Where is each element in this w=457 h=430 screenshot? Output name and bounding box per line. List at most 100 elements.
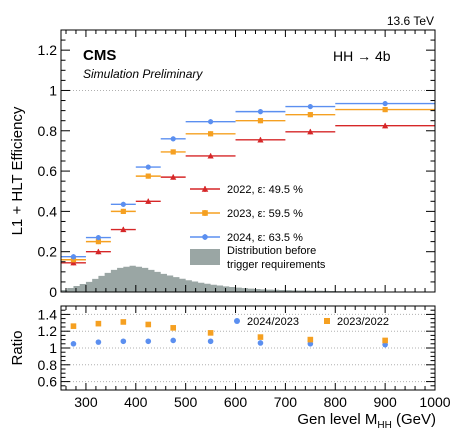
data-point xyxy=(70,254,77,260)
data-point xyxy=(257,109,264,115)
data-point xyxy=(170,149,176,155)
ratio-gridlines xyxy=(61,313,435,383)
y-tick-label: 0.6 xyxy=(38,163,58,179)
y-tick-label: 0.8 xyxy=(38,123,58,139)
legend: 2022, ε: 49.5 % 2023, ε: 59.5 % 2024, ε: 6… xyxy=(190,184,326,271)
y-tick-label: 1.2 xyxy=(38,42,58,58)
efficiency-series xyxy=(61,100,435,266)
y-tick-label: 1 xyxy=(49,82,57,98)
data-point xyxy=(307,128,314,135)
ratio-x-tick-labels: 300 400 500 600 700 800 900 1000 xyxy=(74,394,451,410)
ratio-point xyxy=(382,337,388,344)
x-tick-label: 300 xyxy=(74,394,98,410)
data-point xyxy=(257,136,264,143)
main-panel: 0 0.2 0.4 0.6 0.8 1 1.2 L1 + HLT Efficiency 13… xyxy=(9,14,436,300)
ratio-point xyxy=(307,336,314,343)
data-point xyxy=(382,122,389,129)
data-point xyxy=(95,239,101,245)
distribution-area xyxy=(61,265,435,292)
data-point xyxy=(382,107,388,113)
legend-marker xyxy=(201,185,209,192)
data-point xyxy=(95,234,101,241)
data-point xyxy=(307,112,313,118)
legend-marker xyxy=(202,210,208,216)
x-tick-label: 600 xyxy=(224,394,248,410)
main-y-axis-label: L1 + HLT Efficiency xyxy=(9,106,26,235)
y-tick-label: 0 xyxy=(49,284,57,300)
data-point xyxy=(207,152,214,159)
x-tick-label: 500 xyxy=(174,394,198,410)
data-point xyxy=(307,103,313,110)
data-point xyxy=(170,174,177,180)
data-point xyxy=(145,164,151,170)
ratio-legend-marker xyxy=(324,318,330,324)
ratio-y-axis-label: Ratio xyxy=(9,330,26,365)
ratio-series xyxy=(70,319,388,348)
data-point xyxy=(120,201,126,207)
distribution-histogram xyxy=(61,265,435,292)
ratio-y-tick-label: 1.4 xyxy=(38,306,58,322)
ratio-point xyxy=(207,330,214,336)
ratio-y-tick-labels: 0.60.811.21.4 xyxy=(38,306,58,389)
ratio-legend-label: 2023/2022 xyxy=(337,316,389,328)
ratio-point xyxy=(70,323,77,329)
ratio-point xyxy=(170,325,176,331)
legend-swatch-distribution xyxy=(190,249,220,265)
ratio-legend: 2024/2023 2023/2022 xyxy=(234,316,389,328)
legend-label-distribution-line2: trigger requirements xyxy=(227,259,326,271)
process-label: HH → 4b xyxy=(333,48,391,64)
y-tick-label: 0.4 xyxy=(38,203,58,219)
ratio-point xyxy=(257,334,264,340)
ratio-y-tick-label: 1.2 xyxy=(38,323,58,339)
status-label: Simulation Preliminary xyxy=(83,67,203,81)
energy-label: 13.6 TeV xyxy=(387,14,434,28)
main-y-tick-labels: 0 0.2 0.4 0.6 0.8 1 1.2 xyxy=(38,42,58,300)
main-axis-ticks xyxy=(61,29,436,293)
x-tick-label: 800 xyxy=(324,394,348,410)
ratio-y-tick-label: 0.8 xyxy=(38,357,58,373)
ratio-point xyxy=(170,337,176,344)
legend-label: 2023, ε: 59.5 % xyxy=(227,208,303,220)
series-y2022 xyxy=(61,122,435,266)
legend-marker xyxy=(202,234,208,240)
ratio-panel: 0.60.811.21.4 300 400 500 600 700 800 900 1000 … xyxy=(9,305,451,430)
legend-label-distribution: Distribution before xyxy=(227,245,316,257)
legend-label: 2022, ε: 49.5 % xyxy=(227,184,303,196)
data-point xyxy=(95,248,102,255)
series-y2024 xyxy=(61,100,435,260)
experiment-label: CMS xyxy=(83,47,116,64)
data-point xyxy=(170,136,176,142)
legend-label: 2024, ε: 63.5 % xyxy=(227,232,303,244)
ratio-axis-ticks xyxy=(61,305,436,391)
x-tick-label: 900 xyxy=(373,394,397,410)
ratio-point xyxy=(207,338,214,345)
x-tick-label: 400 xyxy=(124,394,148,410)
ratio-series-y2023 xyxy=(70,319,388,344)
ratio-point xyxy=(120,338,127,345)
ratio-legend-label: 2024/2023 xyxy=(247,316,299,328)
ratio-point xyxy=(95,320,102,327)
data-point xyxy=(70,259,77,266)
data-point xyxy=(70,257,77,263)
ratio-point xyxy=(70,341,77,347)
ratio-point xyxy=(120,319,127,325)
data-point xyxy=(145,173,151,179)
legend-entries: 2022, ε: 49.5 % 2023, ε: 59.5 % 2024, ε: 6… xyxy=(190,184,303,265)
x-tick-label: 1000 xyxy=(419,394,450,410)
ratio-point xyxy=(257,340,264,346)
x-axis-label: Gen level MHH (GeV) xyxy=(297,411,436,430)
x-tick-label: 700 xyxy=(274,394,298,410)
y-tick-label: 0.2 xyxy=(38,244,58,260)
data-point xyxy=(208,131,214,137)
ratio-point xyxy=(95,339,102,345)
data-point xyxy=(208,119,214,125)
ratio-y-tick-label: 0.6 xyxy=(38,374,58,390)
ratio-legend-marker xyxy=(234,318,240,324)
series-y2023 xyxy=(61,107,435,263)
ratio-point xyxy=(145,321,152,328)
data-point xyxy=(382,100,388,107)
ratio-point xyxy=(145,338,152,345)
data-point xyxy=(257,118,264,124)
data-point xyxy=(120,208,126,214)
